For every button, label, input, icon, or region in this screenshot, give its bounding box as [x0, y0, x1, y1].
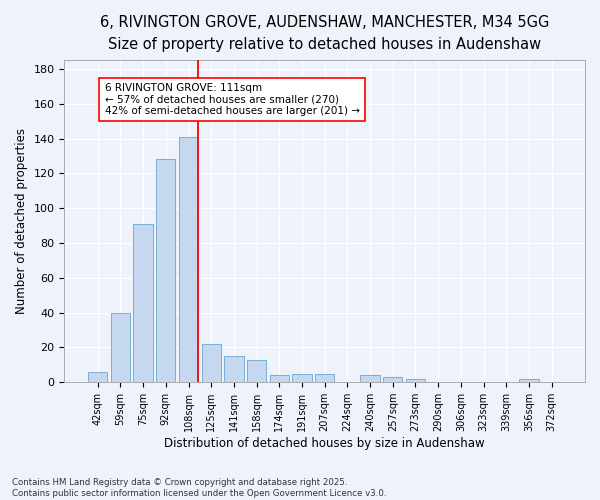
Bar [361, 376, 380, 382]
X-axis label: Distribution of detached houses by size in Audenshaw: Distribution of detached houses by size … [164, 437, 485, 450]
Y-axis label: Number of detached properties: Number of detached properties [15, 128, 28, 314]
Text: Contains HM Land Registry data © Crown copyright and database right 2025.
Contai: Contains HM Land Registry data © Crown c… [12, 478, 386, 498]
Text: 6 RIVINGTON GROVE: 111sqm
← 57% of detached houses are smaller (270)
42% of semi: 6 RIVINGTON GROVE: 111sqm ← 57% of detac… [104, 83, 359, 116]
Bar [383, 377, 403, 382]
Bar [269, 376, 289, 382]
Bar [292, 374, 311, 382]
Bar [406, 378, 425, 382]
Bar [247, 360, 266, 382]
Bar [88, 372, 107, 382]
Bar [224, 356, 244, 382]
Bar [133, 224, 153, 382]
Bar [179, 137, 198, 382]
Title: 6, RIVINGTON GROVE, AUDENSHAW, MANCHESTER, M34 5GG
Size of property relative to : 6, RIVINGTON GROVE, AUDENSHAW, MANCHESTE… [100, 15, 550, 52]
Bar [111, 312, 130, 382]
Bar [520, 378, 539, 382]
Bar [156, 160, 175, 382]
Bar [315, 374, 334, 382]
Bar [202, 344, 221, 382]
